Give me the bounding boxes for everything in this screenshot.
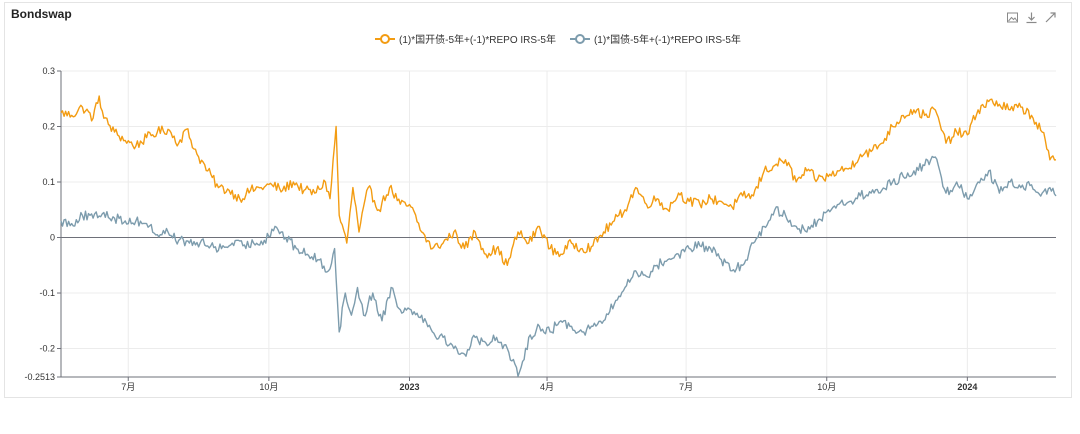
y-tick-label: 0.1	[42, 177, 55, 187]
y-tick-label: 0.3	[42, 66, 55, 76]
axes: 0.3 0.2 0.1 0 -0.1 -0.2 -0.2513 7月 10月 2023 4月 7月 10…	[24, 66, 1056, 392]
x-tick-label: 4月	[540, 382, 554, 392]
legend-label-gov: (1)*国债-5年+(-1)*REPO IRS-5年	[593, 35, 741, 46]
y-tick-label: -0.2513	[24, 372, 55, 382]
legend-symbol-gov	[569, 33, 590, 44]
x-tick-label: 2023	[399, 382, 419, 392]
legend: (1)*国开债-5年+(-1)*REPO IRS-5年 (1)*国债-5年+(-…	[375, 31, 741, 46]
legend-symbol-cdb	[375, 33, 395, 44]
toolbox	[1006, 9, 1057, 24]
chart-title: Bondswap	[11, 7, 72, 21]
series-group	[60, 95, 1057, 377]
legend-circle-cdb	[380, 33, 390, 44]
y-tick-label: 0.2	[42, 122, 55, 132]
y-tick-label: -0.1	[39, 288, 55, 298]
legend-label-cdb: (1)*国开债-5年+(-1)*REPO IRS-5年	[399, 35, 556, 46]
x-tick-label: 10月	[259, 382, 278, 392]
chart-panel: Bondswap (1)*国开债-5年+(-1)*REPO IRS-5年 (1)…	[4, 2, 1072, 398]
x-tick-label: 7月	[121, 382, 135, 392]
series-line-0	[60, 95, 1057, 266]
download-icon[interactable]	[1025, 9, 1038, 24]
y-tick-label: -0.2	[39, 344, 55, 354]
series-line-1	[60, 155, 1057, 377]
expand-icon[interactable]	[1044, 9, 1057, 23]
legend-item-gov[interactable]: (1)*国债-5年+(-1)*REPO IRS-5年	[569, 31, 741, 46]
x-tick-label: 10月	[817, 382, 836, 392]
grid	[61, 70, 1056, 378]
x-tick-label: 2024	[957, 382, 977, 392]
image-icon[interactable]	[1006, 9, 1019, 23]
legend-item-cdb[interactable]: (1)*国开债-5年+(-1)*REPO IRS-5年	[375, 31, 556, 46]
legend-circle-gov	[574, 33, 585, 44]
x-tick-label: 7月	[679, 382, 693, 392]
y-tick-label: 0	[50, 233, 55, 243]
